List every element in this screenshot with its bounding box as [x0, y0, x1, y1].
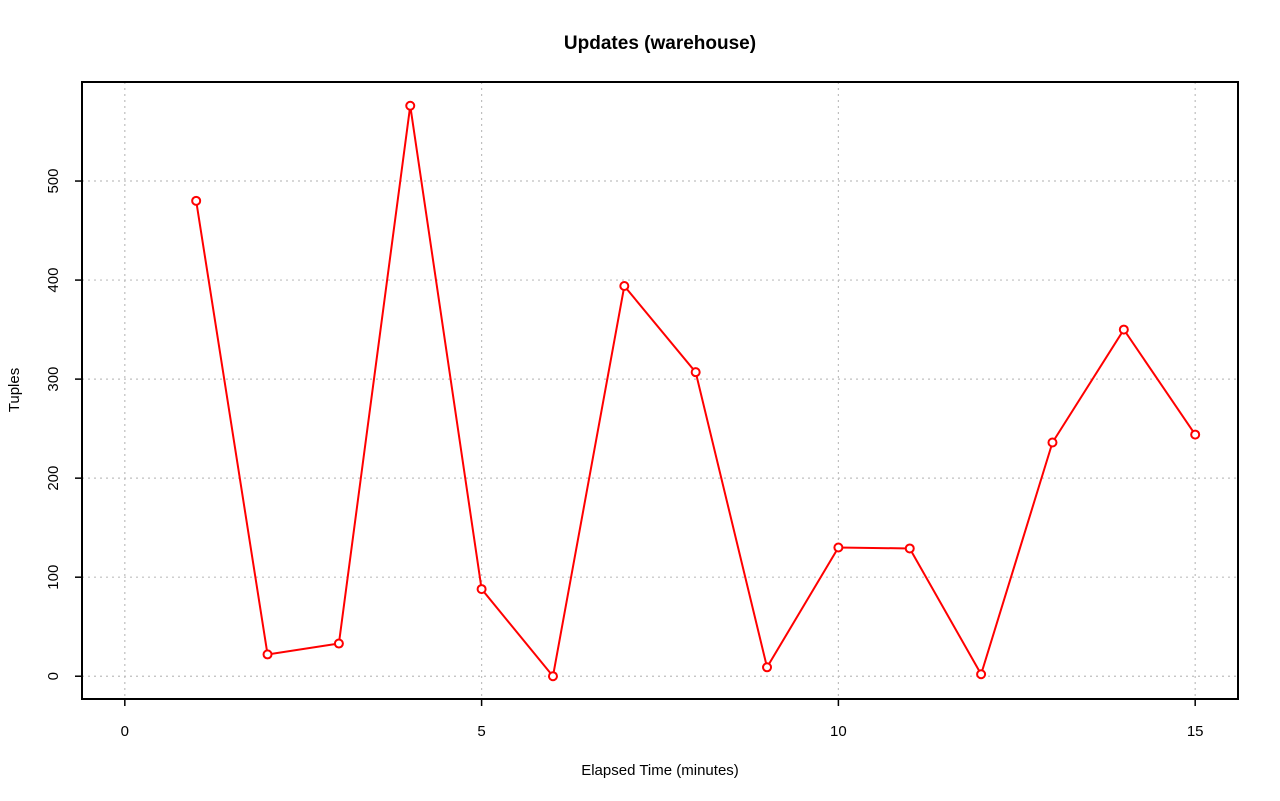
- x-tick-label: 15: [1187, 723, 1204, 740]
- data-point: [262, 649, 273, 660]
- series-line: [195, 105, 1197, 679]
- data-point: [191, 195, 202, 206]
- data-point: [690, 367, 701, 378]
- x-tick-label: 10: [830, 723, 847, 740]
- y-tick-label: 200: [45, 466, 62, 491]
- y-tick-label: 0: [45, 672, 62, 680]
- y-tick-label: 400: [45, 268, 62, 293]
- data-point: [476, 584, 487, 595]
- data-point: [619, 281, 630, 292]
- data-point: [1118, 324, 1129, 335]
- data-point: [405, 100, 416, 111]
- x-axis-label: Elapsed Time (minutes): [581, 762, 739, 779]
- data-point: [976, 669, 987, 680]
- y-tick-label: 300: [45, 367, 62, 392]
- data-point: [833, 542, 844, 553]
- x-tick-label: 5: [477, 723, 485, 740]
- y-tick-label: 500: [45, 169, 62, 194]
- data-point: [1190, 429, 1201, 440]
- data-point: [1047, 437, 1058, 448]
- data-point: [547, 671, 558, 682]
- series-layer: [191, 100, 1201, 682]
- axes: 0 5 10 15 0 100 200 300 400 500: [45, 169, 1204, 740]
- data-point: [762, 662, 773, 673]
- plot-frame: [81, 81, 1239, 700]
- y-axis-label: Tuples: [6, 368, 23, 412]
- chart-title: Updates (warehouse): [564, 33, 756, 54]
- x-tick-label: 0: [121, 723, 129, 740]
- data-point: [904, 543, 915, 554]
- y-tick-label: 100: [45, 565, 62, 590]
- grid: [82, 82, 1238, 699]
- data-point: [333, 638, 344, 649]
